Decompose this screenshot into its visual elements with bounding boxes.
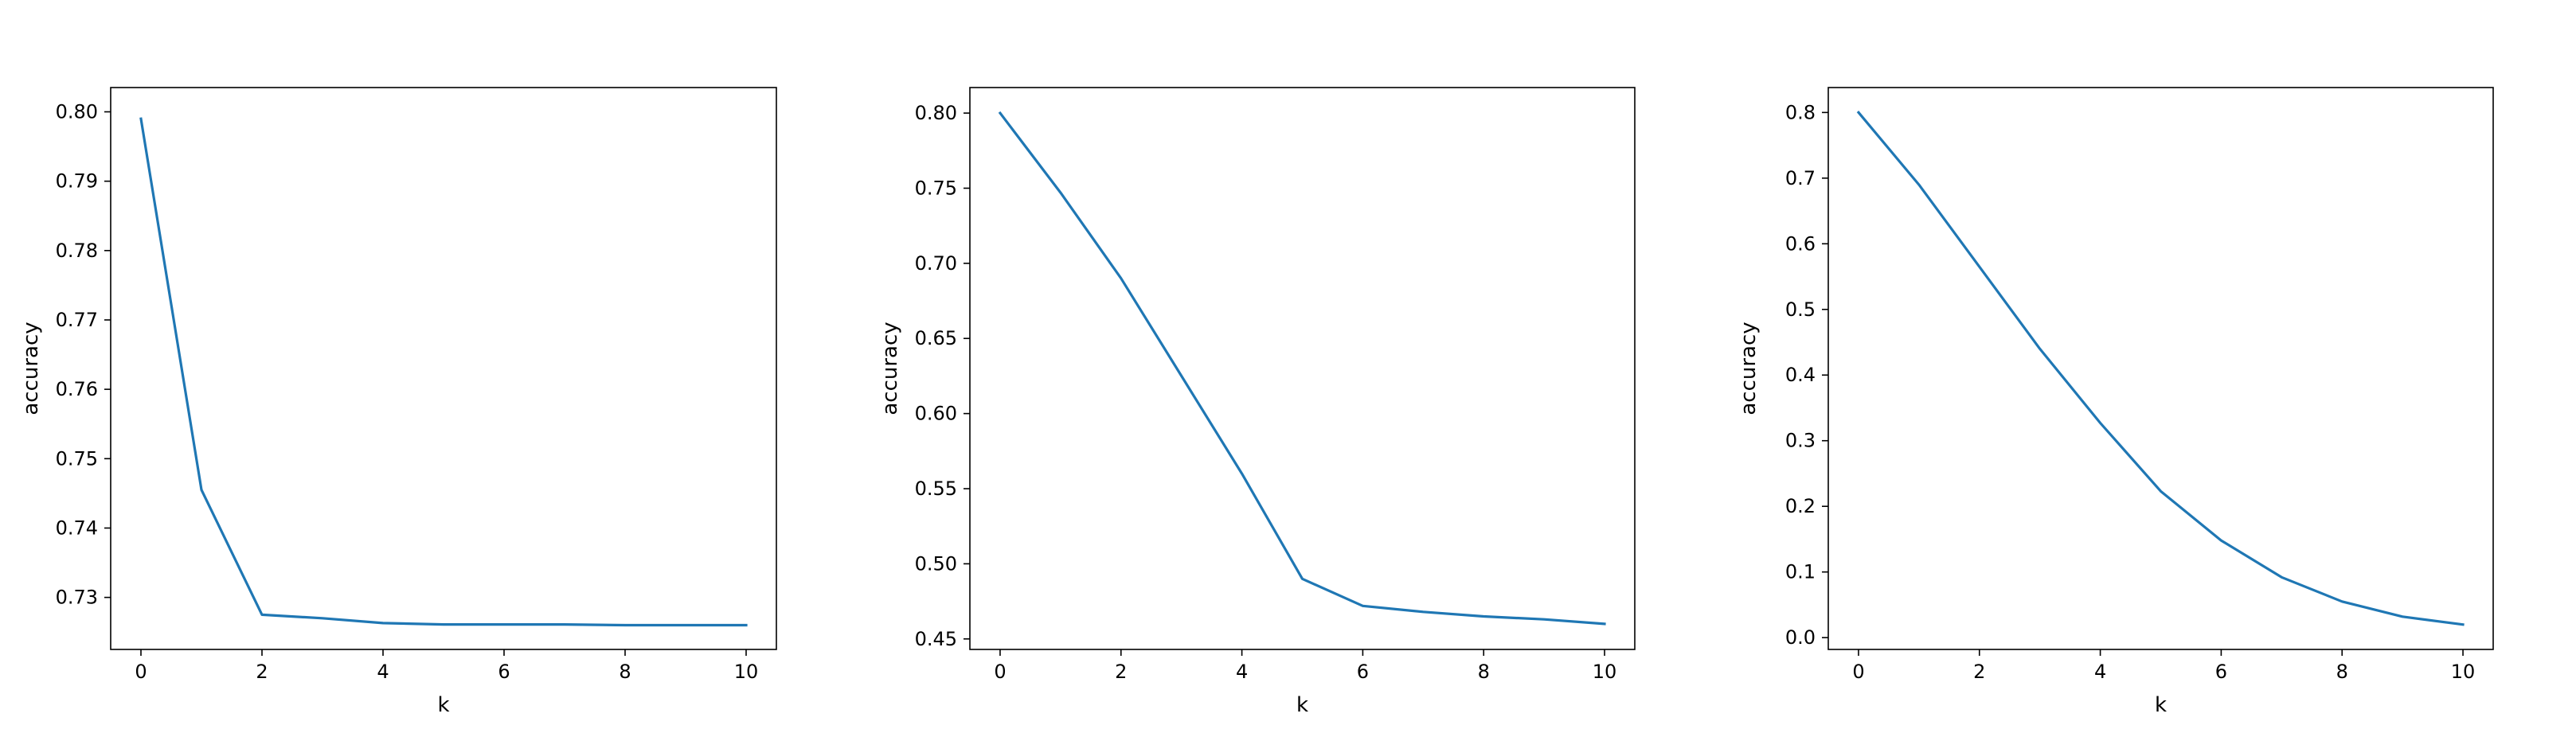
y-tick-label: 0.60 xyxy=(915,403,957,425)
y-tick-label: 0.78 xyxy=(56,240,98,262)
x-tick-label: 10 xyxy=(2451,661,2476,683)
axes-frame xyxy=(110,87,777,650)
y-axis-label: accuracy xyxy=(878,322,902,415)
x-tick-label: 8 xyxy=(1478,661,1490,683)
subplot-2: 0 2 4 6 8 10 0.45 0.50 0.55 0.60 0.65 0.70 0.75 0.80 k… xyxy=(878,87,1636,717)
series-line xyxy=(998,111,1606,626)
x-tick-label: 8 xyxy=(2336,661,2348,683)
x-tick-label: 8 xyxy=(619,661,631,683)
subplot-3: 0 2 4 6 8 10 0.0 0.1 0.2 0.3 0.4 0.5 0.6 0.7 0.8 k accur… xyxy=(1737,87,2494,717)
y-tick-label: 0.7 xyxy=(1785,167,1816,189)
x-axis-label: k xyxy=(2155,693,2167,717)
y-tick-label: 0.4 xyxy=(1785,364,1816,386)
y-tick-label: 0.75 xyxy=(915,177,957,199)
x-tick-label: 6 xyxy=(498,661,510,683)
y-tick-label: 0.70 xyxy=(915,252,957,275)
y-tick-label: 0.79 xyxy=(56,170,98,193)
y-tick-label: 0.74 xyxy=(56,517,98,539)
y-tick-label: 0.73 xyxy=(56,587,98,609)
x-tick-label: 0 xyxy=(1852,661,1864,683)
x-tick-label: 4 xyxy=(1236,661,1248,683)
x-tick-label: 10 xyxy=(734,661,759,683)
series-line xyxy=(1856,111,2465,626)
y-tick-label: 0.8 xyxy=(1785,101,1816,123)
y-axis-label: accuracy xyxy=(1737,322,1761,415)
y-tick-label: 0.77 xyxy=(56,309,98,331)
x-tick-label: 0 xyxy=(994,661,1006,683)
y-tick-label: 0.65 xyxy=(915,327,957,349)
x-tick-label: 4 xyxy=(2094,661,2106,683)
y-tick-label: 0.75 xyxy=(56,447,98,470)
y-tick-label: 0.1 xyxy=(1785,561,1816,583)
x-tick-label: 10 xyxy=(1593,661,1617,683)
y-tick-label: 0.2 xyxy=(1785,495,1816,517)
y-tick-label: 0.45 xyxy=(915,628,957,650)
axes-frame xyxy=(969,87,1636,650)
y-tick-label: 0.6 xyxy=(1785,232,1816,255)
y-tick-label: 0.5 xyxy=(1785,298,1816,321)
y-axis-label: accuracy xyxy=(19,322,43,415)
y-tick-label: 0.55 xyxy=(915,478,957,500)
y-tick-label: 0.76 xyxy=(56,378,98,400)
y-tick-label: 0.3 xyxy=(1785,430,1816,452)
x-tick-label: 2 xyxy=(1115,661,1127,683)
x-tick-label: 4 xyxy=(377,661,389,683)
x-tick-label: 6 xyxy=(2215,661,2227,683)
x-tick-label: 6 xyxy=(1357,661,1369,683)
series-line xyxy=(139,117,748,627)
y-tick-label: 0.0 xyxy=(1785,626,1816,649)
x-tick-label: 2 xyxy=(1973,661,1985,683)
axes-frame xyxy=(1827,87,2494,650)
y-tick-label: 0.80 xyxy=(915,102,957,124)
y-tick-label: 0.80 xyxy=(56,101,98,123)
x-tick-label: 0 xyxy=(135,661,147,683)
x-axis-label: k xyxy=(1296,693,1308,717)
y-tick-label: 0.50 xyxy=(915,552,957,575)
x-axis-label: k xyxy=(437,693,449,717)
subplot-1: 0 2 4 6 8 10 0.73 0.74 0.75 0.76 0.77 0.78 0.79 0.80 k… xyxy=(19,87,777,717)
x-tick-label: 2 xyxy=(256,661,268,683)
